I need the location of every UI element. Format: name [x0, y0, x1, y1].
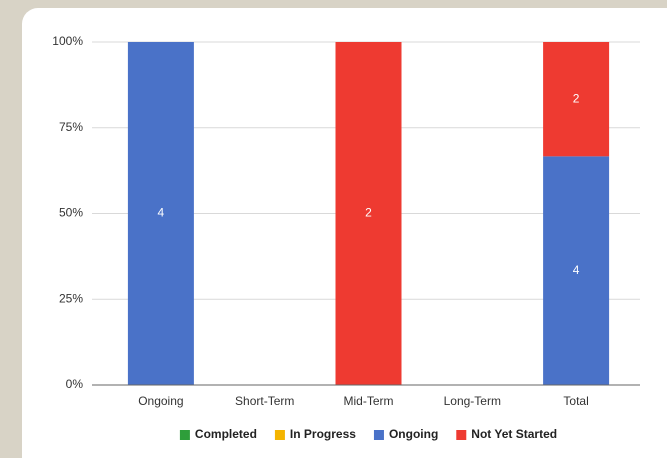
legend-label: In Progress: [290, 427, 356, 441]
legend-label: Completed: [195, 427, 257, 441]
bar-segment: [543, 42, 610, 157]
data-label: 2: [365, 206, 372, 220]
legend-swatch: [179, 430, 190, 440]
bar-segment: [543, 156, 610, 385]
y-tick-label: 50%: [59, 206, 83, 220]
legend-label: Ongoing: [389, 427, 438, 441]
legend-label: Not Yet Started: [471, 427, 557, 441]
y-tick-label: 25%: [59, 291, 83, 305]
bar-segment: [127, 42, 194, 385]
data-label: 4: [573, 263, 580, 277]
bar-segment: [335, 42, 402, 385]
legend-swatch: [373, 430, 384, 440]
y-tick-label: 0%: [66, 377, 84, 391]
legend-swatch: [456, 430, 467, 440]
x-tick-label: Mid-Term: [344, 394, 394, 408]
data-label: 2: [573, 91, 580, 105]
y-tick-label: 100%: [52, 34, 83, 48]
x-tick-label: Long-Term: [444, 394, 501, 408]
x-tick-label: Total: [563, 394, 588, 408]
legend-swatch: [274, 430, 285, 440]
x-tick-label: Short-Term: [235, 394, 294, 408]
x-tick-label: Ongoing: [138, 394, 183, 408]
data-label: 4: [158, 206, 165, 220]
y-tick-label: 75%: [59, 120, 83, 134]
